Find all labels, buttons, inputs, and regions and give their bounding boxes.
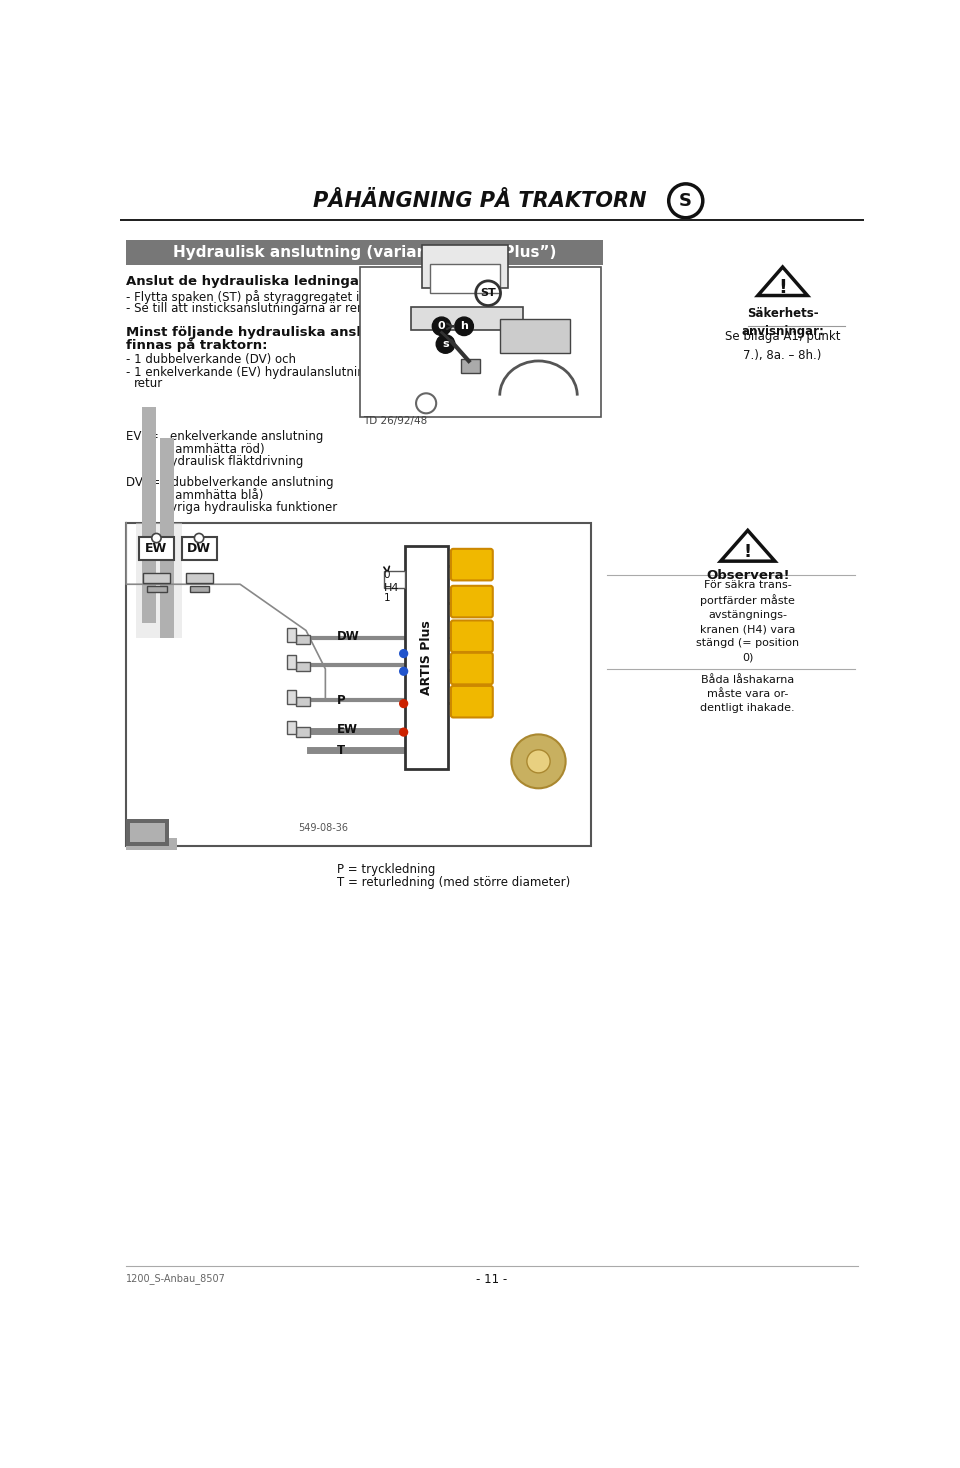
Bar bbox=[447, 703, 453, 705]
Text: H4: H4 bbox=[383, 583, 399, 593]
Text: Observera!: Observera! bbox=[706, 570, 789, 581]
Bar bbox=[143, 574, 170, 583]
Circle shape bbox=[399, 699, 408, 708]
Circle shape bbox=[399, 666, 408, 675]
Text: TD 26/92/48: TD 26/92/48 bbox=[363, 415, 427, 426]
Bar bbox=[126, 241, 603, 264]
Bar bbox=[126, 843, 169, 846]
Text: EW: EW bbox=[145, 542, 168, 555]
Text: Minst följande hydrauliska anslutningar måste: Minst följande hydrauliska anslutningar … bbox=[126, 324, 476, 339]
Text: 549-08-36: 549-08-36 bbox=[299, 824, 348, 832]
Text: DV  =   dubbelverkande anslutning: DV = dubbelverkande anslutning bbox=[126, 477, 334, 489]
Text: DW: DW bbox=[337, 630, 360, 643]
Text: PÅHÄNGNING PÅ TRAKTORN: PÅHÄNGNING PÅ TRAKTORN bbox=[313, 191, 647, 211]
Circle shape bbox=[436, 335, 455, 354]
Bar bbox=[296, 697, 310, 706]
Bar bbox=[430, 264, 500, 294]
Circle shape bbox=[399, 728, 408, 737]
Bar bbox=[287, 655, 296, 669]
Text: - 1 enkelverkande (EV) hydraulanslutning med tryckfri: - 1 enkelverkande (EV) hydraulanslutning… bbox=[126, 366, 448, 379]
Text: Båda låshakarna
måste vara or-
dentligt ihakade.: Båda låshakarna måste vara or- dentligt … bbox=[701, 675, 795, 713]
Bar bbox=[147, 586, 166, 592]
FancyBboxPatch shape bbox=[451, 586, 492, 618]
Bar bbox=[190, 586, 209, 592]
Circle shape bbox=[194, 533, 204, 543]
Circle shape bbox=[152, 533, 161, 543]
FancyBboxPatch shape bbox=[451, 549, 492, 580]
Bar bbox=[287, 721, 296, 734]
Circle shape bbox=[455, 317, 473, 336]
Bar bbox=[126, 824, 130, 846]
FancyBboxPatch shape bbox=[451, 686, 492, 718]
Bar bbox=[411, 307, 523, 330]
Bar bbox=[165, 824, 169, 846]
Bar bbox=[500, 319, 569, 354]
Text: T: T bbox=[337, 744, 346, 756]
Bar bbox=[142, 407, 156, 622]
Bar bbox=[296, 636, 310, 644]
Text: hydraulisk fläktdrivning: hydraulisk fläktdrivning bbox=[163, 455, 303, 468]
Text: retur: retur bbox=[134, 377, 163, 390]
Bar bbox=[360, 267, 601, 417]
Bar bbox=[126, 523, 591, 846]
Text: För säkra trans-
portfärder måste
avstängnings-
kranen (H4) vara
stängd (= posit: För säkra trans- portfärder måste avstän… bbox=[696, 580, 800, 662]
Circle shape bbox=[527, 750, 550, 774]
Text: - Se till att insticksanslutningarna är rena!!: - Se till att insticksanslutningarna är … bbox=[126, 301, 381, 314]
Text: 1200_S-Anbau_8507: 1200_S-Anbau_8507 bbox=[126, 1273, 226, 1284]
Text: EW: EW bbox=[337, 722, 358, 735]
Bar bbox=[447, 565, 453, 568]
Bar bbox=[182, 536, 217, 559]
Text: !: ! bbox=[779, 279, 787, 298]
Text: ST: ST bbox=[480, 288, 496, 298]
Bar bbox=[461, 358, 480, 373]
Circle shape bbox=[399, 649, 408, 658]
FancyBboxPatch shape bbox=[451, 653, 492, 684]
Text: T = returledning (med större diameter): T = returledning (med större diameter) bbox=[337, 876, 570, 890]
Bar bbox=[120, 219, 864, 220]
Text: Anslut de hydrauliska ledningarna till traktorn: Anslut de hydrauliska ledningarna till t… bbox=[126, 275, 476, 288]
Bar bbox=[405, 546, 447, 769]
Text: Säkerhets-
anvisningar:: Säkerhets- anvisningar: bbox=[741, 307, 824, 338]
Text: S: S bbox=[680, 192, 692, 210]
Bar bbox=[139, 536, 175, 559]
Bar bbox=[126, 819, 169, 824]
Text: 0: 0 bbox=[383, 570, 390, 580]
Text: Hydraulisk anslutning (variant “ARTIS Plus”): Hydraulisk anslutning (variant “ARTIS Pl… bbox=[173, 245, 557, 260]
Bar bbox=[126, 838, 177, 850]
Text: P: P bbox=[337, 693, 346, 706]
Text: 1: 1 bbox=[383, 593, 390, 603]
Text: EV  =   enkelverkande anslutning: EV = enkelverkande anslutning bbox=[126, 430, 324, 443]
Bar bbox=[447, 602, 453, 605]
Text: övriga hydrauliska funktioner: övriga hydrauliska funktioner bbox=[163, 501, 338, 514]
Text: ARTIS Plus: ARTIS Plus bbox=[420, 619, 433, 694]
Text: Se bilaga A1, punkt
7.), 8a. – 8h.): Se bilaga A1, punkt 7.), 8a. – 8h.) bbox=[725, 330, 840, 363]
Bar bbox=[447, 637, 453, 640]
Bar bbox=[287, 628, 296, 642]
Text: (dammhätta blå): (dammhätta blå) bbox=[163, 489, 264, 502]
Bar bbox=[135, 523, 182, 639]
Bar bbox=[447, 669, 453, 672]
Bar bbox=[383, 571, 405, 589]
Bar bbox=[422, 245, 508, 288]
Bar bbox=[126, 824, 169, 838]
Bar bbox=[160, 437, 175, 639]
Text: - 11 -: - 11 - bbox=[476, 1273, 508, 1286]
Circle shape bbox=[512, 734, 565, 788]
Text: !: ! bbox=[744, 543, 752, 561]
Bar bbox=[296, 728, 310, 737]
Bar bbox=[186, 574, 213, 583]
Text: DW: DW bbox=[187, 542, 211, 555]
Text: 0: 0 bbox=[438, 321, 445, 332]
Text: P = tryckledning: P = tryckledning bbox=[337, 863, 436, 876]
Text: s: s bbox=[443, 339, 449, 349]
Text: (dammhätta röd): (dammhätta röd) bbox=[163, 442, 265, 455]
Circle shape bbox=[432, 317, 451, 336]
Text: h: h bbox=[460, 321, 468, 332]
Bar bbox=[287, 690, 296, 703]
Bar bbox=[296, 662, 310, 671]
Text: - Flytta spaken (ST) på styraggregatet i flytsställning (0).: - Flytta spaken (ST) på styraggregatet i… bbox=[126, 291, 464, 304]
FancyBboxPatch shape bbox=[451, 621, 492, 652]
Text: - 1 dubbelverkande (DV) och: - 1 dubbelverkande (DV) och bbox=[126, 354, 297, 366]
Text: finnas på traktorn:: finnas på traktorn: bbox=[126, 338, 268, 352]
